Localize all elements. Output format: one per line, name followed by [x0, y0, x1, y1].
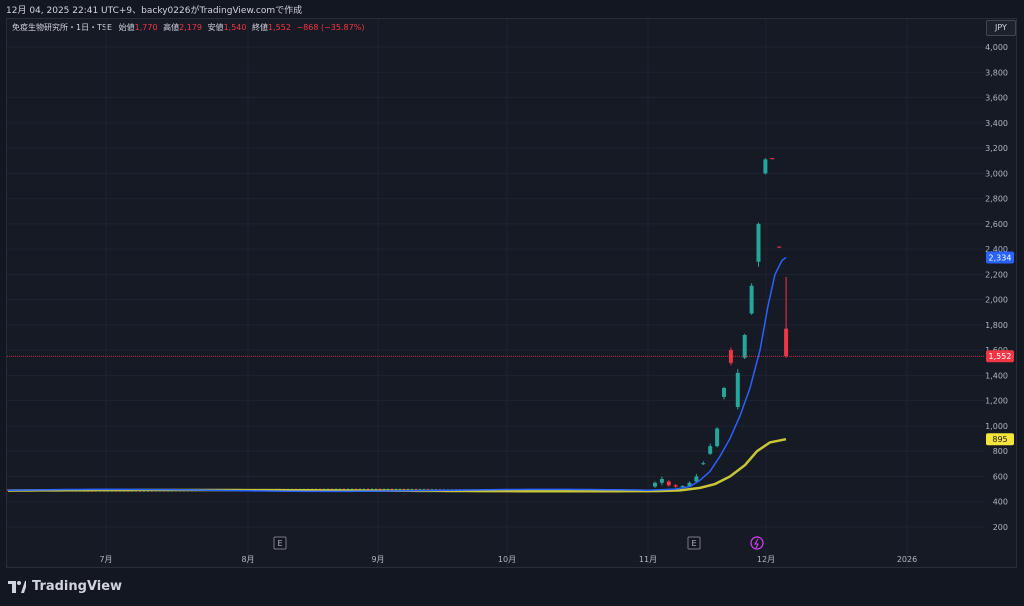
top-bar: 12月 04, 2025 22:41 UTC+9、backy0226がTradi…	[0, 0, 1024, 18]
y-axis: 2004006008001,0001,2001,4001,6001,8002,0…	[985, 43, 1014, 532]
earnings-marker-label: E	[277, 539, 282, 548]
price-label-tag	[986, 350, 1014, 363]
price-label-text: 895	[992, 435, 1007, 444]
y-tick-label: 3,800	[985, 68, 1008, 77]
high-label: 高値	[163, 23, 180, 32]
earnings-marker-box	[273, 536, 287, 550]
candles	[653, 158, 789, 489]
x-tick-label: 7月	[99, 555, 112, 564]
candle-body[interactable]	[666, 481, 671, 486]
candle-body[interactable]	[701, 463, 706, 465]
tradingview-logo[interactable]: TradingView	[8, 579, 122, 594]
high-value: 2,179	[179, 23, 203, 32]
y-tick-label: 2,400	[985, 245, 1008, 254]
symbol-name[interactable]: 免疫生物研究所・1日・TSE	[12, 23, 113, 32]
currency-button[interactable]: JPY	[986, 20, 1016, 36]
price-label-tag	[986, 433, 1014, 446]
x-axis: 7月 8月 9月 10月 11月 12月 2026	[99, 555, 917, 564]
y-tick-label: 2,600	[985, 220, 1008, 229]
y-tick-label: 2,200	[985, 270, 1008, 279]
x-tick-label: 9月	[371, 555, 384, 564]
y-tick-label: 1,000	[985, 422, 1008, 431]
candle-body[interactable]	[673, 485, 678, 487]
y-tick-label: 4,000	[985, 43, 1008, 52]
close-value: 1,552	[268, 23, 291, 32]
earnings-marker-box	[687, 536, 701, 550]
y-tick-label: 400	[993, 498, 1008, 507]
candle-body[interactable]	[708, 446, 713, 454]
y-tick-label: 3,400	[985, 119, 1008, 128]
moving-averages	[7, 256, 787, 493]
footer	[0, 568, 1024, 606]
candle-body[interactable]	[680, 485, 685, 487]
candle-body[interactable]	[715, 428, 720, 447]
y-tick-label: 2,000	[985, 296, 1008, 305]
tradingview-logo-icon	[8, 580, 26, 593]
candle-body[interactable]	[735, 372, 740, 407]
x-tick-label: 8月	[241, 555, 254, 564]
candle-body[interactable]	[784, 328, 789, 357]
low-value: 1,540	[223, 23, 247, 32]
y-tick-label: 600	[993, 472, 1008, 481]
change-value: −868 (−35.87%)	[296, 23, 365, 32]
candle-body[interactable]	[756, 223, 761, 262]
y-tick-label: 3,200	[985, 144, 1008, 153]
short-moving-average-line	[7, 256, 787, 493]
x-tick-label: 11月	[639, 555, 657, 564]
lightning-icon	[754, 538, 759, 549]
brand-name: TradingView	[32, 579, 123, 594]
open-value: 1,770	[134, 23, 158, 32]
x-tick-label: 2026	[897, 555, 917, 564]
earnings-marker[interactable]: E	[687, 536, 701, 550]
candle-body[interactable]	[763, 159, 768, 174]
candle-body[interactable]	[653, 482, 657, 487]
symbol-legend: 免疫生物研究所・1日・TSE 始値1,770 高値2,179 安値1,540 終…	[12, 22, 367, 33]
earnings-marker[interactable]: E	[273, 536, 287, 550]
y-tick-label: 1,200	[985, 397, 1008, 406]
y-tick-label: 1,400	[985, 371, 1008, 380]
y-tick-label: 800	[993, 447, 1008, 456]
candle-body[interactable]	[687, 482, 692, 486]
open-label: 始値	[118, 23, 135, 32]
price-label-text: 1,552	[989, 352, 1012, 361]
y-tick-label: 3,000	[985, 169, 1008, 178]
x-tick-label: 10月	[498, 555, 516, 564]
candle-body[interactable]	[694, 476, 699, 482]
price-label-tag	[986, 251, 1014, 264]
flash-event-icon[interactable]	[750, 536, 764, 550]
candle-body[interactable]	[777, 246, 782, 248]
close-label: 終値	[252, 23, 269, 32]
snapshot-caption: 12月 04, 2025 22:41 UTC+9、backy0226がTradi…	[6, 6, 303, 16]
y-tick-label: 3,600	[985, 94, 1008, 103]
low-label: 安値	[207, 23, 224, 32]
candle-body[interactable]	[722, 388, 726, 397]
grid	[7, 19, 985, 567]
y-tick-label: 1,800	[985, 321, 1008, 330]
candle-body[interactable]	[770, 158, 775, 160]
y-tick-label: 2,800	[985, 195, 1008, 204]
y-tick-label: 200	[993, 523, 1008, 532]
candle-body[interactable]	[749, 285, 754, 314]
candle-body[interactable]	[728, 350, 733, 363]
x-tick-label: 12月	[757, 555, 775, 564]
candle-body[interactable]	[659, 479, 664, 483]
candle-body[interactable]	[742, 335, 747, 358]
price-label-text: 2,334	[989, 253, 1012, 262]
earnings-marker-label: E	[691, 539, 696, 548]
flash-event-circle	[750, 536, 764, 550]
